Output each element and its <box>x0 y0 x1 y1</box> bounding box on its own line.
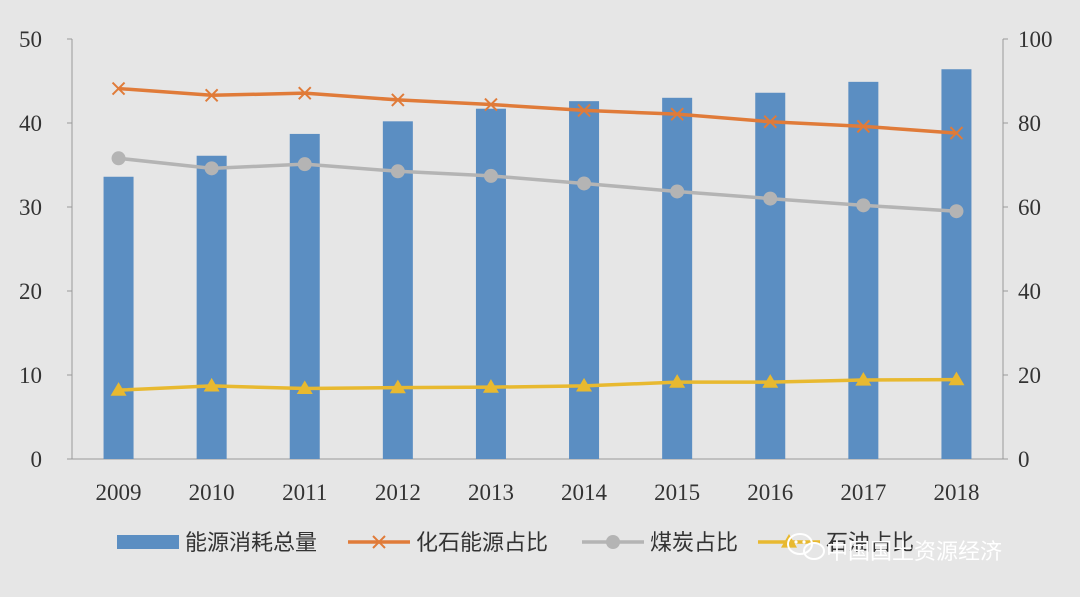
data-point <box>298 86 312 100</box>
line-series-group <box>110 371 965 396</box>
right-tick-label: 60 <box>1018 195 1041 220</box>
legend-item: 煤炭占比 <box>582 531 738 556</box>
data-point <box>297 157 312 172</box>
data-point <box>203 377 220 392</box>
bar <box>662 97 693 460</box>
series-line <box>118 377 957 392</box>
left-tick-label: 0 <box>31 447 43 472</box>
data-point <box>948 371 965 386</box>
right-tick-label: 100 <box>1018 27 1053 52</box>
data-point <box>670 184 685 199</box>
legend-label: 石油占比 <box>826 531 914 556</box>
axes: 0 10 20 30 40 50 0 20 40 60 80 100 <box>19 27 1053 472</box>
x-tick-label: 2010 <box>189 480 235 505</box>
series-line <box>118 156 957 213</box>
data-point <box>763 115 777 129</box>
right-tick-label: 40 <box>1018 279 1041 304</box>
bar <box>196 155 227 459</box>
watermark: 中国国土资源经济 <box>787 533 1002 565</box>
x-tick-label: 2009 <box>96 480 142 505</box>
watermark-text: 中国国土资源经济 <box>826 540 1002 565</box>
data-point <box>763 191 778 206</box>
wechat-icon <box>787 533 825 560</box>
data-point <box>391 93 405 107</box>
series-line <box>118 86 957 135</box>
x-tick-label: 2015 <box>654 480 700 505</box>
legend-label: 能源消耗总量 <box>185 531 317 556</box>
x-axis-ticks: 2009 2010 2011 2012 2013 2014 2015 2016 2017 2018 <box>96 480 980 505</box>
x-tick-label: 2018 <box>933 480 979 505</box>
data-point <box>110 382 127 396</box>
legend-swatch <box>117 535 179 549</box>
x-tick-label: 2011 <box>282 480 327 505</box>
data-point <box>606 535 620 549</box>
data-point <box>949 204 964 219</box>
data-point <box>670 107 684 121</box>
data-point <box>577 103 591 118</box>
left-tick-label: 40 <box>19 111 42 136</box>
data-point <box>482 379 499 393</box>
data-point <box>856 198 871 213</box>
left-tick-label: 30 <box>19 195 42 220</box>
data-point <box>762 374 779 388</box>
data-point <box>483 168 498 183</box>
legend-label: 煤炭占比 <box>650 531 738 556</box>
bar <box>941 69 972 460</box>
data-point <box>390 164 405 179</box>
left-tick-label: 50 <box>19 27 42 52</box>
x-tick-label: 2017 <box>840 480 886 505</box>
data-point <box>577 176 592 191</box>
bar <box>569 101 600 459</box>
bar <box>475 108 506 459</box>
x-tick-label: 2013 <box>468 480 514 505</box>
bar <box>289 133 320 460</box>
data-point <box>389 379 406 394</box>
data-point <box>484 97 498 112</box>
data-point <box>111 81 126 96</box>
line-series <box>110 81 965 396</box>
data-point <box>111 151 126 166</box>
bar <box>755 92 786 459</box>
data-point <box>204 161 219 176</box>
line-series-group <box>111 81 964 140</box>
x-tick-label: 2014 <box>561 480 608 505</box>
data-point <box>204 88 219 102</box>
legend-item: 化石能源占比 <box>348 531 548 556</box>
data-point <box>576 377 593 392</box>
bar <box>103 176 134 459</box>
line-series-group <box>111 151 964 219</box>
legend-label: 化石能源占比 <box>416 531 548 556</box>
x-tick-label: 2016 <box>747 480 793 505</box>
right-tick-label: 0 <box>1018 447 1030 472</box>
bar <box>848 81 879 459</box>
data-point <box>669 374 686 388</box>
data-point <box>855 372 872 386</box>
data-point <box>372 535 386 549</box>
legend-item: 能源消耗总量 <box>117 531 317 556</box>
left-tick-label: 20 <box>19 279 42 304</box>
bar-series <box>103 69 972 460</box>
data-point <box>949 126 964 140</box>
right-tick-label: 20 <box>1018 363 1041 388</box>
data-point <box>296 380 313 395</box>
left-tick-label: 10 <box>19 363 42 388</box>
data-point <box>856 119 871 134</box>
right-tick-label: 80 <box>1018 111 1041 136</box>
x-tick-label: 2012 <box>375 480 421 505</box>
